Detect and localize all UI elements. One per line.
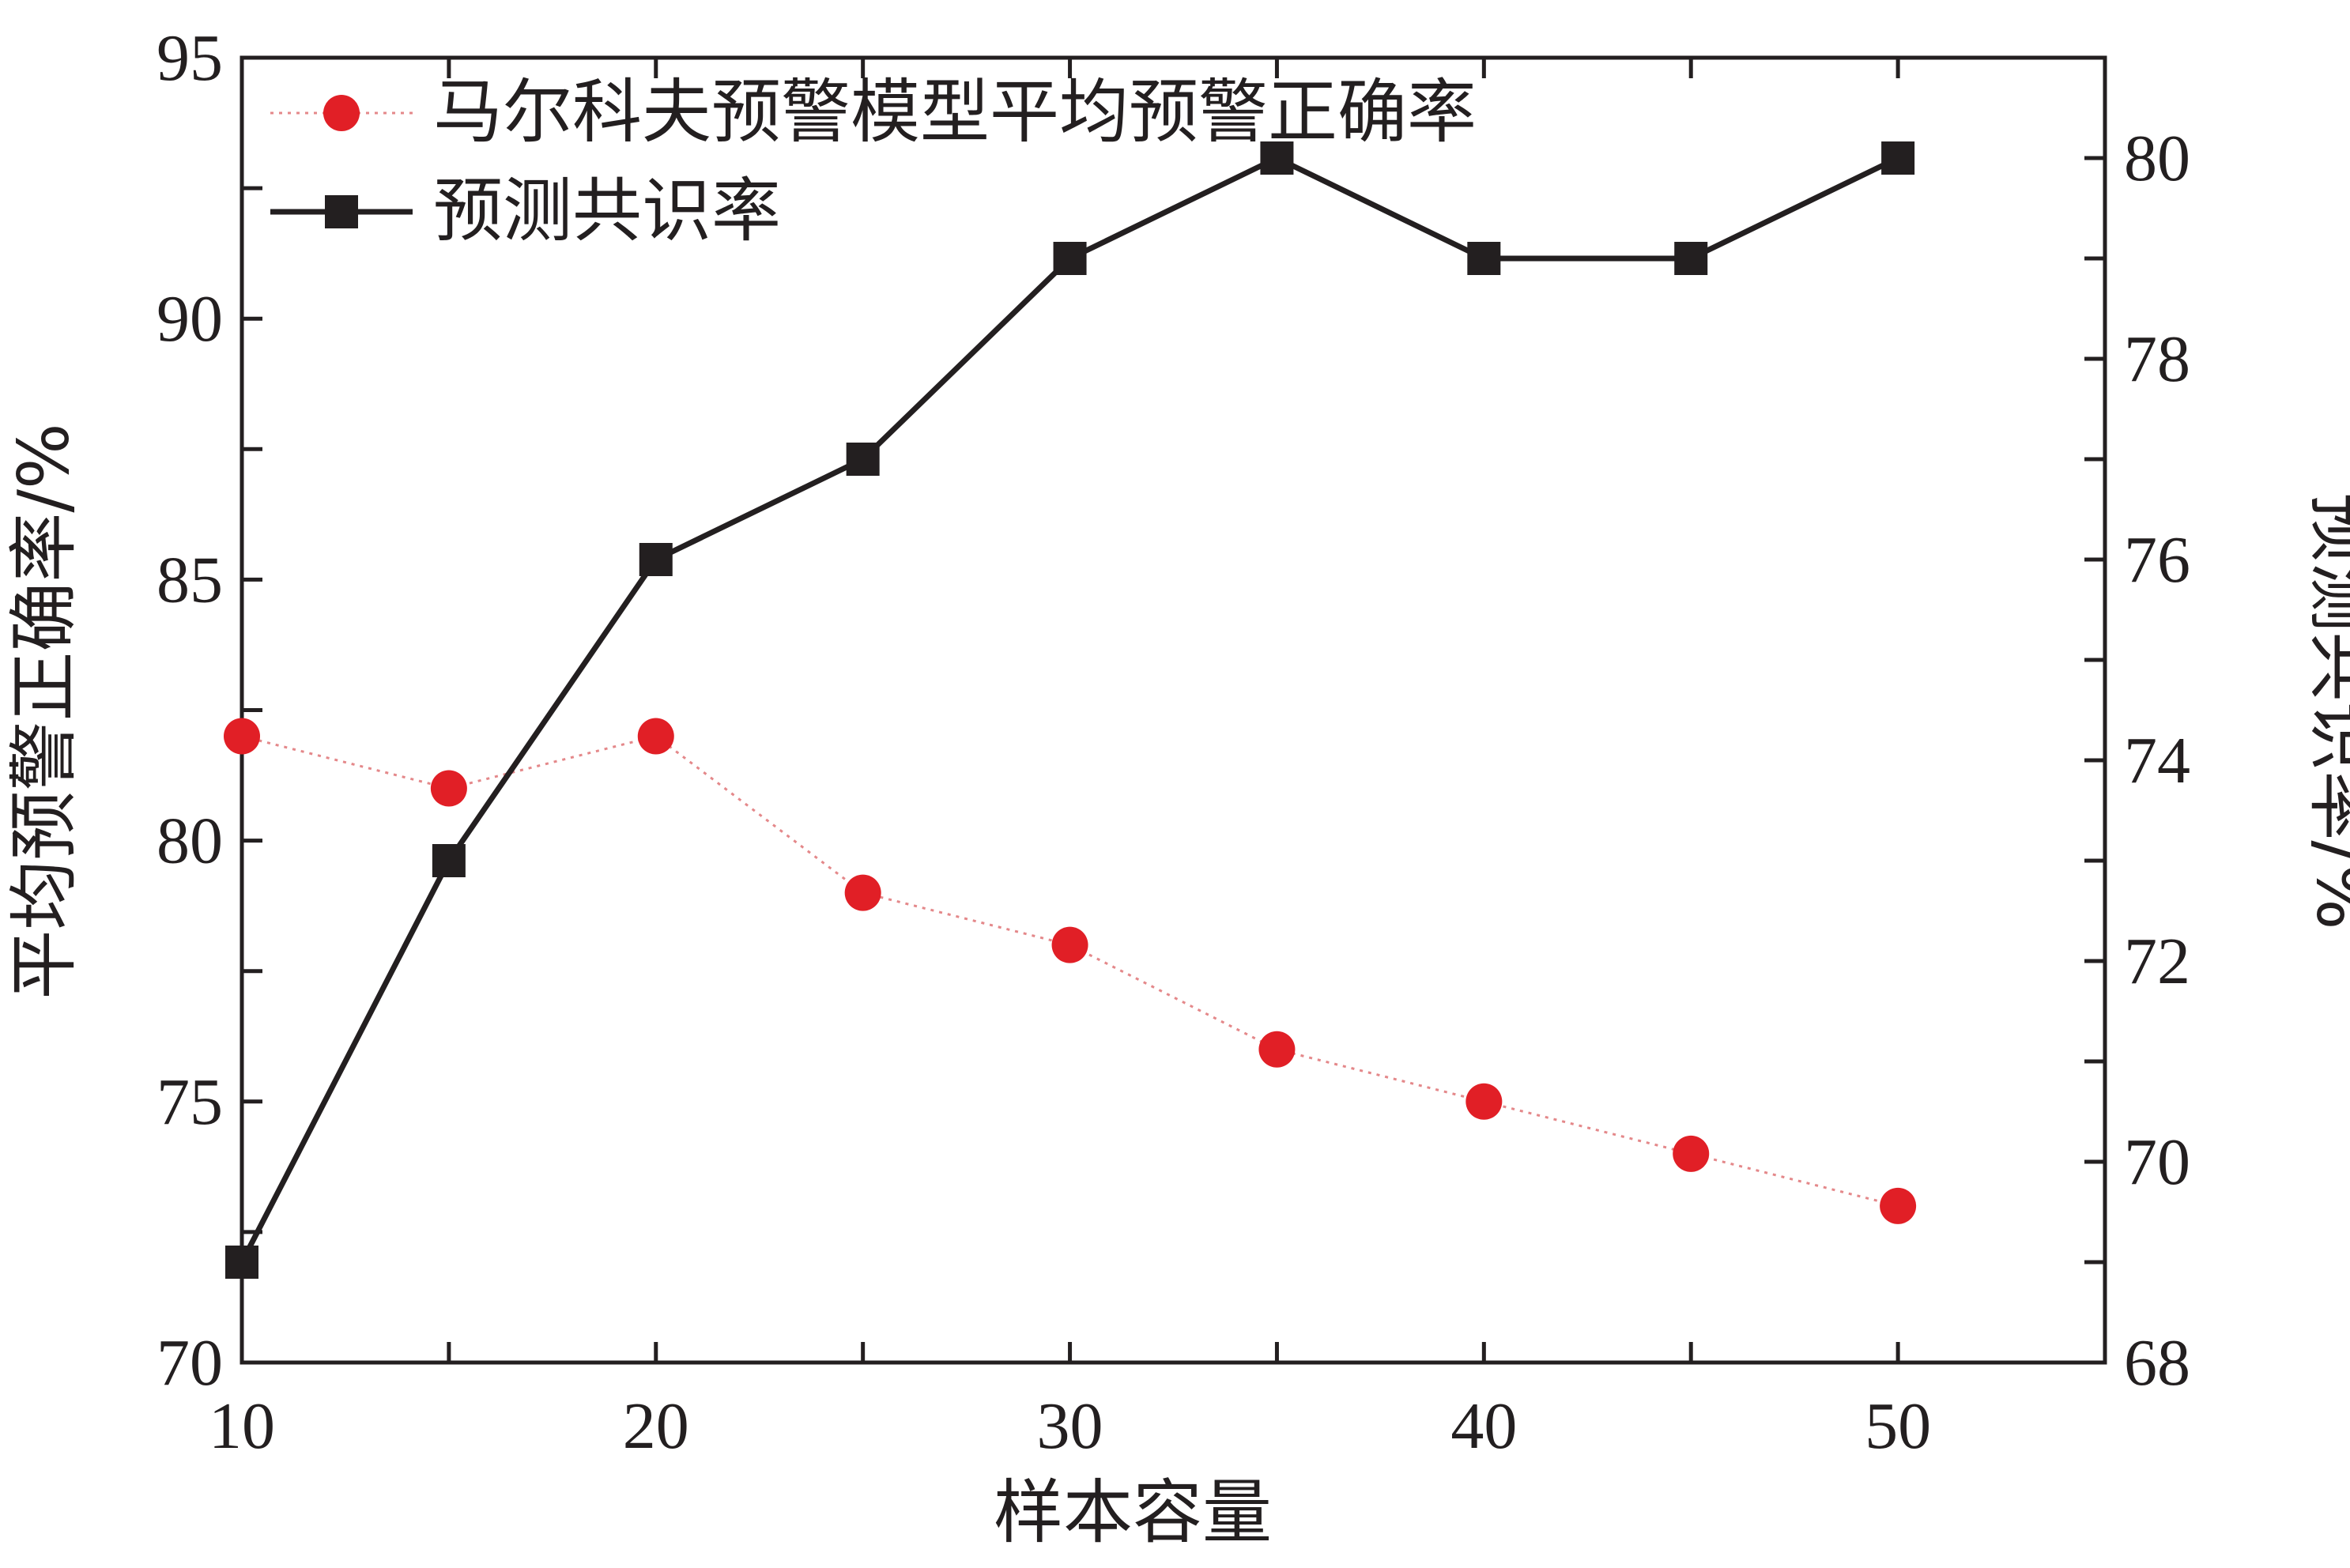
y-left-axis-title: 平均预警正确率/% xyxy=(3,423,85,999)
x-tick-label: 10 xyxy=(209,1389,275,1463)
y-left-tick-label: 95 xyxy=(157,21,223,95)
y-left-tick-label: 90 xyxy=(157,282,223,356)
y-right-axis-title: 预测共识率/% xyxy=(2301,492,2350,929)
y-right-tick-label: 80 xyxy=(2124,122,2190,195)
series-1-point xyxy=(846,443,880,476)
series-1-line xyxy=(239,155,1899,1264)
y-left-tick-label: 75 xyxy=(157,1065,223,1139)
series-1-point xyxy=(225,1246,258,1279)
series-0-point xyxy=(1880,1187,1917,1224)
legend-red-marker xyxy=(323,95,360,131)
legend-black-label: 预测共识率 xyxy=(433,170,781,251)
series-0-point xyxy=(1465,1083,1503,1120)
series-1-point xyxy=(432,844,466,877)
y-right-tick-label: 72 xyxy=(2124,925,2190,998)
series-0-point xyxy=(844,874,881,911)
series-1-point xyxy=(1260,141,1294,175)
plot-frame xyxy=(240,55,2107,1365)
y-right-tick-label: 70 xyxy=(2124,1125,2190,1199)
x-tick-label: 50 xyxy=(1865,1389,1931,1463)
y-left-tick-label: 80 xyxy=(157,805,223,878)
tick-labels: 10 20 30 40 50 70 75 80 85 90 95 68 70 72 74 76 78 80 xyxy=(157,21,2190,1463)
y-right-tick-label: 68 xyxy=(2124,1326,2190,1400)
x-tick-label: 30 xyxy=(1037,1389,1103,1463)
series-1-point xyxy=(1053,242,1087,275)
legend: 马尔科夫预警模型平均预警正确率 预测共识率 xyxy=(270,71,1477,251)
x-axis-title: 样本容量 xyxy=(994,1472,1272,1553)
series-layer xyxy=(224,141,1917,1279)
series-0-point xyxy=(430,770,467,807)
legend-black-marker xyxy=(325,195,358,228)
series-1-point xyxy=(1467,242,1501,275)
y-right-tick-label: 76 xyxy=(2124,523,2190,597)
series-0-line xyxy=(241,734,1899,1208)
y-left-tick-label: 85 xyxy=(157,543,223,616)
series-0-point xyxy=(637,718,674,755)
x-tick-label: 40 xyxy=(1450,1389,1517,1463)
y-right-tick-label: 74 xyxy=(2124,724,2190,797)
y-right-tick-label: 78 xyxy=(2124,322,2190,396)
series-0-point xyxy=(224,718,260,755)
series-0-point xyxy=(1673,1135,1710,1172)
y-left-tick-label: 70 xyxy=(157,1326,223,1400)
legend-red-label: 马尔科夫预警模型平均预警正确率 xyxy=(433,71,1477,153)
axis-ticks xyxy=(240,55,2107,1365)
series-0-point xyxy=(1051,926,1088,963)
series-1-point xyxy=(639,543,673,576)
series-0-point xyxy=(1258,1031,1296,1068)
series-1-point xyxy=(1881,141,1915,175)
series-1-point xyxy=(1674,242,1708,275)
x-tick-label: 20 xyxy=(623,1389,689,1463)
